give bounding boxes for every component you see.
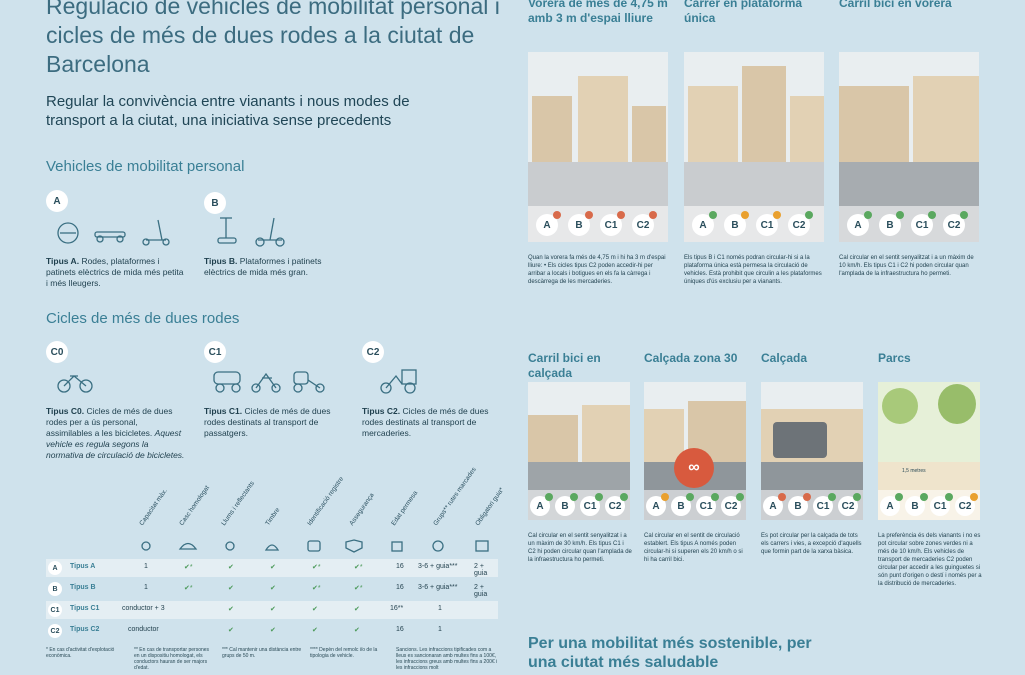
page-subtitle: Regular la convivència entre vianants i … bbox=[46, 93, 410, 129]
c2-cargo-cycle-icon bbox=[380, 369, 417, 394]
table-row-type-b: B Tipus B 1 ✔* ✔ ✔ ✔* ✔* 16 3-6 + guia**… bbox=[46, 580, 498, 598]
card-text-single-platform: Els tipus B i C1 només podran circular-h… bbox=[684, 255, 822, 285]
type-c2-description: Tipus C2. Cicles de més de dues rodes de… bbox=[362, 406, 489, 438]
card-title-parks: Parcs bbox=[878, 351, 911, 365]
footer-title: Per una mobilitat més sostenible, per un… bbox=[528, 635, 812, 671]
type-a-badge: A bbox=[46, 190, 68, 212]
card-text-parks: La preferència és dels vianants i no es … bbox=[878, 533, 982, 587]
card-title-single-platform: Carrer en plataforma única bbox=[684, 0, 803, 25]
zone-30-road-sign-icon: ∞ bbox=[674, 448, 714, 488]
card-title-bike-lane-road: Carril bici en calçada bbox=[528, 351, 601, 380]
c1-passenger-cycles-icon bbox=[213, 371, 325, 393]
card-title-sidewalk: Vorera de més de 4,75 m amb 3 m d'espai … bbox=[528, 0, 668, 25]
scene-bike-lane-road: A B C1 C2 bbox=[528, 382, 630, 520]
table-header-bell: Timbre bbox=[264, 506, 282, 527]
scene-zone-30: ∞ A B C1 C2 bbox=[644, 382, 746, 520]
card-title-road: Calçada bbox=[761, 351, 808, 365]
footnote-3: *** Cal mantenir una distància entre gru… bbox=[222, 647, 302, 659]
table-header-capacity: Capacitat màx. bbox=[138, 487, 169, 527]
card-text-sidewalk: Quan la vorera fa més de 4,75 m i hi ha … bbox=[528, 255, 666, 285]
type-c2-badge: C2 bbox=[362, 341, 384, 363]
card-title-bike-lane-sidewalk: Carril bici en vorera bbox=[839, 0, 952, 10]
table-header-guide: Obligatori guia* bbox=[474, 486, 506, 527]
scene-single-platform: A B C1 C2 bbox=[684, 52, 824, 242]
type-c0-description: Tipus C0. Cicles de més de dues rodes pe… bbox=[46, 406, 185, 460]
scene-bike-lane-sidewalk: A B C1 C2 bbox=[839, 52, 979, 242]
table-header-registry: Identificació registre bbox=[306, 475, 346, 527]
vmp-heading: Vehicles de mobilitat personal bbox=[46, 158, 245, 175]
table-header-insurance: Assegurança bbox=[348, 491, 376, 527]
table-row-type-a: A Tipus A 1 ✔* ✔ ✔ ✔* ✔* 16 3-6 + guia**… bbox=[46, 559, 498, 577]
table-header-lights: Llums i reflectants bbox=[220, 480, 257, 527]
scene-road: A B C1 C2 bbox=[761, 382, 863, 520]
type-a-description: Tipus A. Rodes, plataformes i patinets e… bbox=[46, 256, 184, 288]
card-title-zone-30: Calçada zona 30 bbox=[644, 351, 738, 365]
table-header-age: Edat permesa bbox=[390, 489, 420, 527]
type-a-vehicles-icon bbox=[57, 219, 170, 246]
card-text-road: Es pot circular per la calçada de tots e… bbox=[761, 533, 862, 555]
footnote-2: ** En cas de transportar persones en un … bbox=[134, 647, 210, 671]
c0-tricycle-icon bbox=[57, 375, 93, 393]
type-c1-badge: C1 bbox=[204, 341, 226, 363]
type-b-description: Tipus B. Plataformes i patinets elèctric… bbox=[204, 256, 322, 277]
parks-distance-label: 1,5 metres bbox=[902, 468, 926, 474]
table-header-groups: Grups** rutes marcades bbox=[432, 466, 478, 527]
card-text-zone-30: Cal circular en el sentit de circulació … bbox=[644, 533, 743, 563]
card-text-bike-lane-sidewalk: Cal circular en el sentit senyalitzat i … bbox=[839, 255, 974, 277]
cycles-heading: Cicles de més de dues rodes bbox=[46, 310, 240, 327]
table-row-type-c2: C2 Tipus C2 conductor ✔ ✔ ✔ ✔ 16 1 bbox=[46, 622, 498, 640]
table-icons-row bbox=[141, 539, 489, 553]
footnote-1: * En cas d'activitat d'explotació econòm… bbox=[46, 647, 115, 659]
scene-parks: 1,5 metres A B C1 C2 bbox=[878, 382, 980, 520]
car-icon bbox=[773, 422, 827, 458]
page-title: Regulació de vehicles de mobilitat perso… bbox=[46, 0, 500, 77]
card-text-bike-lane-road: Cal circular en el sentit senyalitzat i … bbox=[528, 533, 632, 563]
type-b-vehicles-icon bbox=[217, 217, 285, 247]
scene-sidewalk: A B C1 C2 bbox=[528, 52, 668, 242]
table-row-type-c1: C1 Tipus C1 conductor + 3 ✔ ✔ ✔ ✔ 16** 1 bbox=[46, 601, 498, 619]
type-c1-description: Tipus C1. Cicles de més de dues rodes de… bbox=[204, 406, 331, 438]
footnote-5: Sancions. Les infraccions tipificades co… bbox=[396, 647, 498, 671]
type-c0-badge: C0 bbox=[46, 341, 68, 363]
table-header-helmet: Casc homologat bbox=[178, 484, 211, 527]
footnote-4: **** Depèn del remolc i/o de la tipologi… bbox=[310, 647, 378, 659]
type-b-badge: B bbox=[204, 192, 226, 214]
